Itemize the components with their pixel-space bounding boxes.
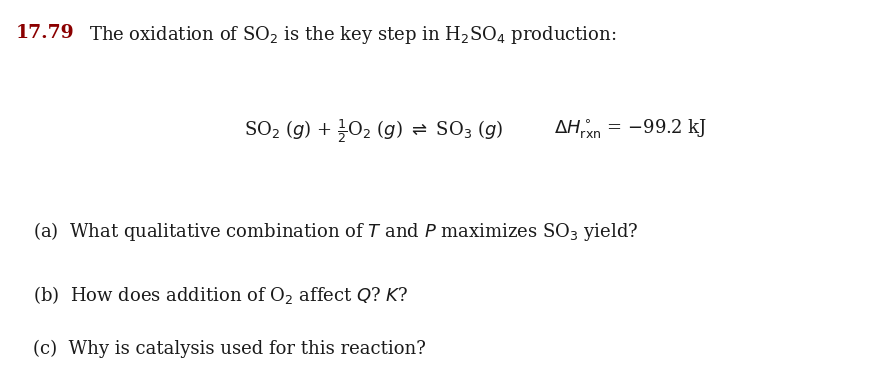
Text: (c)  Why is catalysis used for this reaction?: (c) Why is catalysis used for this react… — [33, 339, 426, 358]
Text: 17.79: 17.79 — [16, 24, 74, 42]
Text: The oxidation of SO$_2$ is the key step in H$_2$SO$_4$ production:: The oxidation of SO$_2$ is the key step … — [89, 24, 616, 46]
Text: (a)  What qualitative combination of $T$ and $P$ maximizes SO$_3$ yield?: (a) What qualitative combination of $T$ … — [33, 220, 638, 243]
Text: $\Delta H^\circ_\mathrm{rxn}$ = $-$99.2 kJ: $\Delta H^\circ_\mathrm{rxn}$ = $-$99.2 … — [554, 117, 707, 141]
Text: SO$_2$ ($g$) + $\frac{1}{2}$O$_2$ ($g$) $\rightleftharpoons$ SO$_3$ ($g$): SO$_2$ ($g$) + $\frac{1}{2}$O$_2$ ($g$) … — [244, 117, 504, 145]
Text: (b)  How does addition of O$_2$ affect $Q$? $K$?: (b) How does addition of O$_2$ affect $Q… — [33, 284, 409, 306]
